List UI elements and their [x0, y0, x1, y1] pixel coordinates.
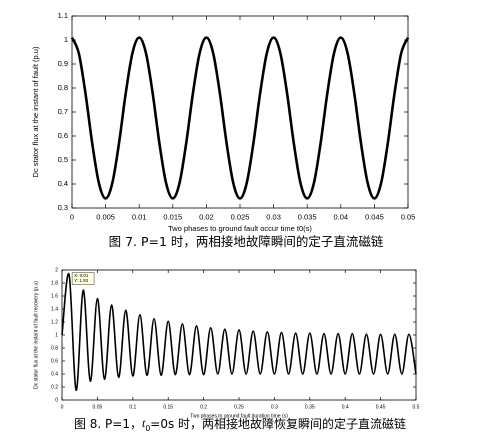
- caption: 图 7. P=1 时，两相接地故障瞬间的定子直流磁链: [109, 234, 384, 249]
- y-tick-label: 0.4: [58, 179, 68, 188]
- y-tick-label: 1: [64, 35, 68, 44]
- y-tick-label: 1.6: [51, 293, 58, 299]
- x-tick-label: 0.045: [365, 212, 384, 221]
- x-tick-label: 0.025: [231, 212, 250, 221]
- y-tick-label: 1.2: [51, 319, 58, 325]
- caption-part: 图 8. P=1，: [74, 417, 142, 431]
- y-tick-label: 1.4: [51, 306, 58, 312]
- x-tick-label: 0.1: [129, 404, 136, 410]
- x-tick-label: 0.05: [93, 404, 103, 410]
- x-axis-label: Two phases to ground fault duration time…: [190, 413, 288, 419]
- x-tick-label: 0.3: [271, 404, 278, 410]
- y-tick-label: 0.6: [58, 131, 68, 140]
- caption-part: 0: [145, 424, 150, 433]
- data-tip-text: Y: 1.93: [74, 278, 89, 283]
- line-series: [61, 273, 417, 392]
- plot-area: [71, 15, 409, 209]
- y-tick-label: 0.3: [58, 203, 68, 212]
- x-tick-label: 0.4: [342, 404, 349, 410]
- data-tip-box: [71, 272, 95, 285]
- x-tick-label: 0.02: [199, 212, 214, 221]
- y-tick-label: 0.6: [51, 358, 58, 364]
- y-tick-label: 0.5: [58, 155, 68, 164]
- caption: 图 8. P=1，t0=0s 时，两相接地故障恢复瞬间的定子直流磁链: [74, 416, 406, 433]
- x-tick-label: 0.005: [96, 212, 115, 221]
- x-tick-label: 0.15: [163, 404, 173, 410]
- y-axis-label: Dc stator flux at the instant of fault (…: [31, 46, 40, 177]
- plot-area: [61, 269, 417, 401]
- x-tick-label: 0.2: [200, 404, 207, 410]
- y-axis-label: Dc stator flux at the instant of fault r…: [33, 281, 39, 389]
- y-tick-label: 2: [55, 267, 58, 273]
- x-tick-label: 0.04: [333, 212, 348, 221]
- y-tick-label: 0: [55, 397, 58, 403]
- line-series: [70, 36, 410, 200]
- data-tip-text: X: 0.01: [74, 273, 89, 278]
- y-tick-label: 0.2: [51, 384, 58, 390]
- y-tick-label: 1: [55, 332, 58, 338]
- caption-part: =0s 时，两相接地故障恢复瞬间的定子直流磁链: [150, 416, 406, 431]
- x-tick-label: 0.05: [401, 212, 416, 221]
- caption-part: 图 7. P=1 时，两相接地故障瞬间的定子直流磁链: [109, 234, 384, 249]
- caption-part: t: [142, 416, 146, 430]
- x-tick-label: 0: [61, 404, 64, 410]
- x-tick-label: 0.03: [266, 212, 281, 221]
- x-tick-label: 0.5: [413, 404, 420, 410]
- x-tick-label: 0.25: [234, 404, 244, 410]
- y-tick-label: 0.9: [58, 59, 68, 68]
- x-tick-label: 0.01: [132, 212, 147, 221]
- y-tick-label: 1.8: [51, 280, 58, 286]
- x-tick-label: 0.015: [163, 212, 182, 221]
- y-tick-label: 0.8: [51, 345, 58, 351]
- x-tick-label: 0.45: [376, 404, 386, 410]
- x-axis-label: Two phases to ground fault occur time t0…: [168, 224, 312, 233]
- y-tick-label: 1.1: [58, 11, 68, 20]
- y-tick-label: 0.7: [58, 107, 68, 116]
- x-tick-label: 0.035: [298, 212, 317, 221]
- y-tick-label: 0.4: [51, 371, 58, 377]
- x-tick-label: 0.35: [305, 404, 315, 410]
- y-tick-label: 0.8: [58, 83, 68, 92]
- x-tick-label: 0: [70, 212, 74, 221]
